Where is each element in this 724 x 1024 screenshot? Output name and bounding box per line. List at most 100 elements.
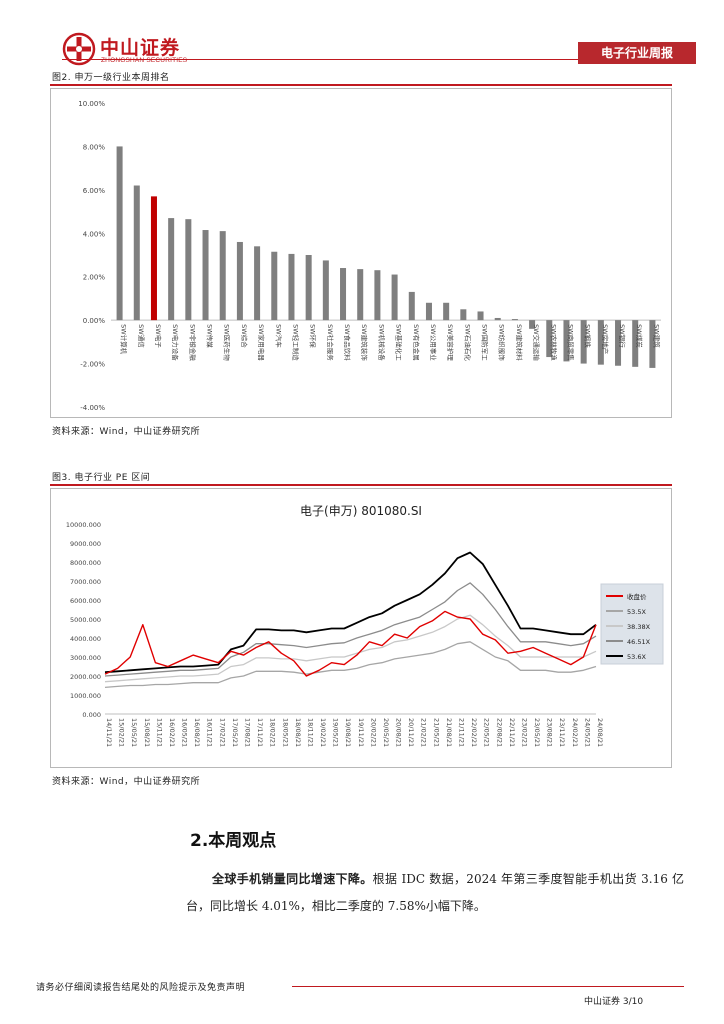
pe-band-chart: 电子(申万) 801080.SI 10000.000 9000.000 8000.00… <box>66 504 664 747</box>
x-tick-label: 15/02/21 <box>118 718 126 747</box>
x-tick-label: SW环保 <box>309 324 318 348</box>
x-tick-label: 16/05/21 <box>181 718 189 747</box>
logo-name-cn: 中山证券 <box>100 37 181 59</box>
x-tick-label: 22/11/21 <box>508 718 516 747</box>
x-tick-label: 15/11/21 <box>155 718 163 747</box>
x-tick-label: 23/05/21 <box>533 718 541 747</box>
y-tick-label: 3000.000 <box>70 654 101 662</box>
x-tick-label: 19/11/21 <box>357 718 365 747</box>
y-tick-label: 2.00% <box>83 274 106 282</box>
y-tick-label: 6.00% <box>83 187 106 195</box>
x-tick-label: 16/11/21 <box>206 718 214 747</box>
x-tick-label: 23/11/21 <box>558 718 566 747</box>
bar <box>632 320 639 367</box>
bar <box>511 319 518 321</box>
bar <box>597 320 604 365</box>
legend-label: 38.38X <box>627 623 651 631</box>
company-logo: 中山证券 ZHONGSHAN SECURITIES <box>62 32 202 68</box>
x-tick-label: SW石油石化 <box>463 324 472 361</box>
figure3-chart-frame: 电子(申万) 801080.SI 10000.000 9000.000 8000.00… <box>50 488 672 768</box>
x-tick-label: SW钢铁 <box>584 324 593 348</box>
x-tick-label: 23/02/21 <box>520 718 528 747</box>
x-tick-label: 21/11/21 <box>458 718 466 747</box>
bar <box>150 196 157 321</box>
x-tick-label: SW综合 <box>240 324 249 348</box>
figure3-caption: 图3. 电子行业 PE 区间 <box>52 473 151 483</box>
bar <box>202 230 209 321</box>
bar <box>408 291 415 321</box>
x-tick-label: SW医药生物 <box>223 324 232 361</box>
legend-label: 收盘价 <box>627 592 647 601</box>
x-tick-label: 15/05/21 <box>130 718 138 747</box>
series-line <box>104 610 597 677</box>
bar <box>425 302 432 321</box>
bar <box>168 218 175 321</box>
bar <box>580 320 587 364</box>
series-line <box>104 641 597 689</box>
figure2-source: 资料来源：Wind，中山证券研究所 <box>52 427 201 437</box>
paragraph-body: 根据 IDC 数据，2024 年第三季度智能手机出货 3.16 亿台，同比增长 … <box>186 872 684 913</box>
series-line <box>104 614 597 683</box>
bar <box>460 309 467 321</box>
legend-label: 53.5X <box>627 608 646 616</box>
x-tick-label: SW有色金属 <box>412 324 421 361</box>
footer-disclaimer: 请务必仔细阅读报告结尾处的风险提示及免责声明 <box>36 983 246 993</box>
x-tick-label: 18/11/21 <box>306 718 314 747</box>
bar <box>340 268 347 321</box>
section-paragraph: 全球手机销量同比增速下降。根据 IDC 数据，2024 年第三季度智能手机出货 … <box>186 866 684 920</box>
x-tick-label: SW纺织服饰 <box>498 324 507 361</box>
x-tick-label: 15/08/21 <box>143 718 151 747</box>
bar <box>219 231 226 321</box>
paragraph-lead: 全球手机销量同比增速下降。 <box>212 872 373 886</box>
series-line <box>104 582 597 677</box>
section-heading: 2.本周观点 <box>190 831 277 851</box>
x-tick-label: 23/08/21 <box>546 718 554 747</box>
y-tick-label: 5000.000 <box>70 616 101 624</box>
logo-emblem-icon <box>62 32 96 66</box>
x-tick-label: 20/05/21 <box>382 718 390 747</box>
bar <box>236 241 243 321</box>
x-tick-label: SW公用事业 <box>429 324 438 361</box>
x-tick-label: 18/02/21 <box>269 718 277 747</box>
x-tick-label: 17/02/21 <box>218 718 226 747</box>
x-tick-label: 14/11/21 <box>105 718 113 747</box>
x-tick-label: 17/11/21 <box>256 718 264 747</box>
y-tick-label: 0.000 <box>82 711 101 719</box>
bar <box>271 251 278 321</box>
bar <box>254 246 261 321</box>
x-tick-label: 19/08/21 <box>344 718 352 747</box>
x-tick-label: 22/02/21 <box>470 718 478 747</box>
x-tick-label: SW国防军工 <box>481 324 490 361</box>
x-tick-label: 17/08/21 <box>243 718 251 747</box>
y-tick-label: 10000.000 <box>66 521 101 529</box>
bar <box>546 320 553 358</box>
series-line <box>104 551 597 674</box>
x-tick-label: SW非银金融 <box>188 324 197 361</box>
bar <box>116 146 123 321</box>
bar <box>322 260 329 321</box>
x-tick-label: SW轻工制造 <box>291 324 300 361</box>
bar <box>374 270 381 321</box>
y-tick-label: -4.00% <box>80 404 105 412</box>
bar <box>563 320 570 362</box>
x-tick-label: 16/08/21 <box>193 718 201 747</box>
y-tick-label: 9000.000 <box>70 540 101 548</box>
legend-box <box>600 583 664 665</box>
y-tick-label: 0.00% <box>83 317 106 325</box>
x-tick-label: SW社会服务 <box>326 324 335 361</box>
industry-ranking-chart: 10.00% 8.00% 6.00% 4.00% 2.00% 0.00% -2.00% -4.… <box>78 100 661 412</box>
x-tick-label: 17/05/21 <box>231 718 239 747</box>
x-tick-label: SW建筑材料 <box>515 324 524 361</box>
x-tick-label: SW基础化工 <box>395 324 404 361</box>
x-tick-label: SW食品饮料 <box>343 324 352 361</box>
y-tick-label: 8.00% <box>83 143 106 151</box>
x-tick-label: SW电力设备 <box>171 324 180 361</box>
x-tick-label: 22/05/21 <box>483 718 491 747</box>
x-tick-label: SW房地产 <box>601 324 610 355</box>
y-tick-label: 4.00% <box>83 230 106 238</box>
x-tick-label: SW建筑装饰 <box>360 324 369 361</box>
x-tick-label: 21/02/21 <box>420 718 428 747</box>
bar <box>357 269 364 321</box>
chart-title: 电子(申万) 801080.SI <box>300 504 422 518</box>
x-tick-label: 22/08/21 <box>495 718 503 747</box>
